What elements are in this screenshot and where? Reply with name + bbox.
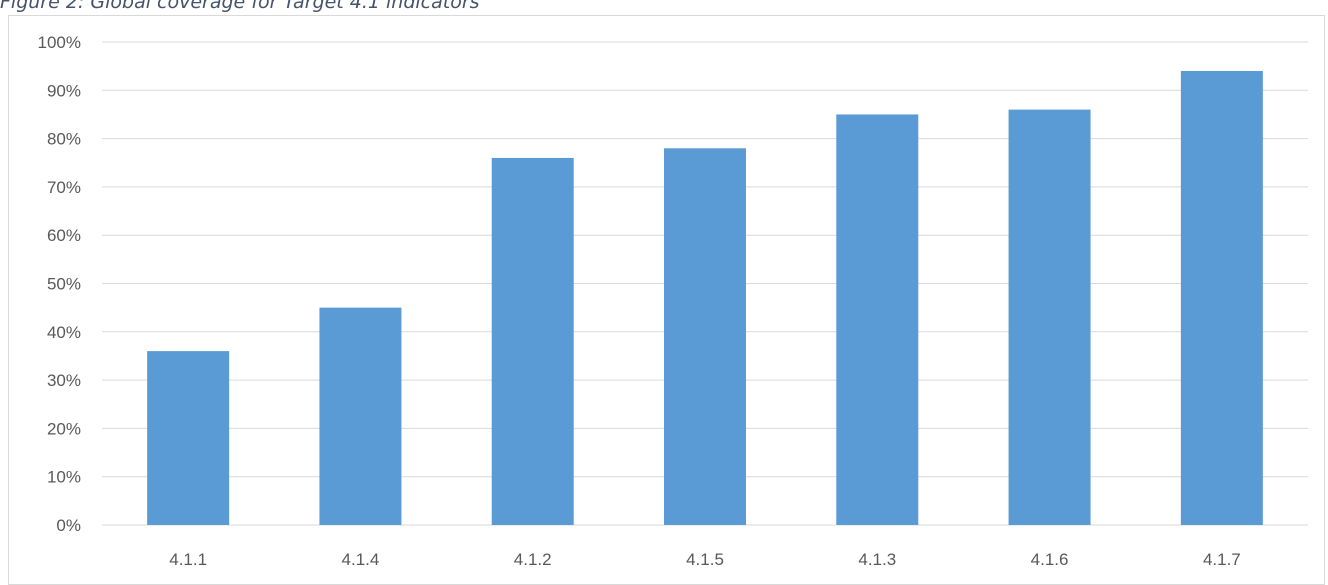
- bar-4-1-3: [836, 114, 919, 525]
- bar-4-1-1: [147, 351, 230, 525]
- figure-caption: Figure 2: Global coverage for Target 4.1…: [0, 0, 480, 13]
- y-tick-label: 30%: [47, 371, 81, 390]
- x-tick-label: 4.1.7: [1203, 550, 1241, 569]
- y-tick-label: 80%: [47, 130, 81, 149]
- x-tick-label: 4.1.5: [686, 550, 724, 569]
- y-tick-label: 10%: [47, 468, 81, 487]
- y-tick-label: 100%: [38, 33, 81, 52]
- y-tick-label: 0%: [56, 516, 81, 535]
- y-tick-label: 50%: [47, 275, 81, 294]
- bar-4-1-5: [664, 148, 746, 525]
- y-tick-label: 90%: [47, 81, 81, 100]
- x-axis-ticks: 4.1.1 4.1.4 4.1.2 4.1.5 4.1.3 4.1.6 4.1.7: [169, 550, 1241, 569]
- y-axis-ticks: 0% 10% 20% 30% 40% 50% 60% 70% 80% 90% 100%: [38, 33, 81, 535]
- bar-4-1-4: [319, 307, 402, 525]
- y-tick-label: 70%: [47, 178, 81, 197]
- bars: [147, 70, 1263, 526]
- x-tick-label: 4.1.1: [169, 550, 207, 569]
- y-tick-label: 40%: [47, 323, 81, 342]
- x-tick-label: 4.1.4: [342, 550, 380, 569]
- x-tick-label: 4.1.2: [514, 550, 552, 569]
- x-tick-label: 4.1.6: [1031, 550, 1069, 569]
- bar-4-1-2: [491, 157, 574, 526]
- x-tick-label: 4.1.3: [858, 550, 896, 569]
- y-tick-label: 60%: [47, 226, 81, 245]
- bar-4-1-6: [1008, 109, 1091, 526]
- y-tick-label: 20%: [47, 419, 81, 438]
- bar-4-1-7: [1180, 70, 1263, 525]
